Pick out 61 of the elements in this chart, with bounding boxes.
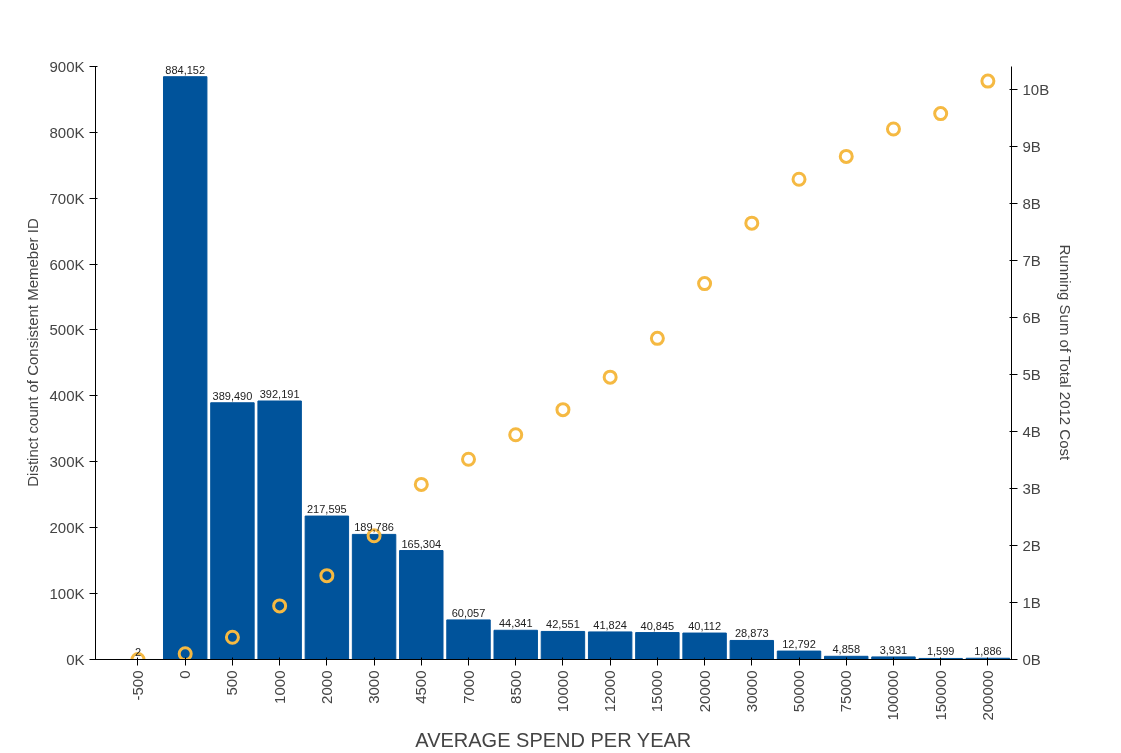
y2-axis-title: Running Sum of Total 2012 Cost — [1057, 244, 1075, 462]
y-tick-label: 0K — [66, 651, 85, 668]
x-tick-label: 2000 — [317, 670, 335, 704]
x-tick-label: 500 — [223, 670, 241, 696]
y2-tick-label: 7B — [1022, 251, 1041, 269]
x-tick-label: 100000 — [884, 670, 902, 721]
data-label: 40,112 — [688, 620, 722, 633]
x-tick-label: 200000 — [978, 670, 996, 721]
data-label: 189,786 — [354, 521, 394, 534]
x-tick-label: 1000 — [270, 670, 288, 704]
data-label: 40,845 — [640, 619, 675, 632]
x-tick-label: 15000 — [648, 670, 666, 713]
y-tick-label: 100K — [49, 585, 85, 603]
data-label: 165,304 — [401, 537, 442, 550]
data-label: 4,858 — [832, 643, 861, 656]
data-label: 60,057 — [451, 606, 486, 619]
y2-tick-label: 8B — [1022, 194, 1041, 212]
y-tick-label: 200K — [49, 519, 85, 537]
y2-tick-label: 9B — [1022, 137, 1041, 155]
x-tick-label: 12000 — [601, 670, 619, 713]
y-tick-label: 800K — [49, 123, 85, 141]
y-tick-label: 600K — [49, 255, 85, 273]
y2-tick-label: 5B — [1022, 365, 1041, 383]
x-tick-label: 30000 — [742, 670, 760, 713]
x-tick-label: 10000 — [553, 670, 571, 713]
data-label: 28,873 — [734, 627, 769, 640]
y2-tick-label: 6B — [1022, 308, 1041, 326]
y-tick-label: 700K — [49, 189, 85, 207]
data-label: 44,341 — [498, 617, 533, 630]
data-label: 1,599 — [926, 645, 955, 658]
x-tick-label: 7000 — [459, 670, 477, 704]
y-tick-label: 300K — [49, 453, 85, 471]
x-tick-label: 8500 — [506, 670, 524, 704]
y2-tick-label: 2B — [1022, 536, 1041, 554]
x-tick-label: 4500 — [412, 670, 430, 704]
x-tick-label: 3000 — [365, 670, 383, 704]
x-tick-label: 150000 — [931, 670, 949, 721]
x-tick-label: 0 — [176, 670, 194, 679]
y2-tick-label: 0B — [1022, 651, 1041, 668]
y-tick-label: 400K — [49, 387, 85, 405]
data-label: 1,886 — [974, 645, 1002, 658]
data-label: 41,824 — [593, 618, 627, 631]
y-tick-label: 500K — [49, 321, 85, 339]
y2-tick-label: 10B — [1022, 80, 1050, 98]
y2-tick-label: 1B — [1022, 593, 1041, 611]
data-label: 217,595 — [306, 503, 347, 516]
y2-tick-label: 3B — [1022, 479, 1041, 497]
data-label: 392,191 — [259, 387, 300, 400]
x-tick-label: 20000 — [695, 670, 713, 713]
data-label: 884,152 — [165, 63, 206, 76]
x-axis-title: AVERAGE SPEND PER YEAR — [415, 728, 692, 751]
x-tick-label: -500 — [128, 670, 146, 701]
y-tick-label: 900K — [49, 57, 85, 75]
x-tick-label: 75000 — [837, 670, 855, 713]
x-tick-label: 50000 — [790, 670, 808, 713]
data-label: 42,551 — [546, 618, 580, 631]
data-label: 12,792 — [782, 638, 816, 651]
data-label: 3,931 — [879, 643, 908, 656]
y2-tick-label: 4B — [1022, 422, 1041, 440]
data-label: 389,490 — [212, 389, 253, 402]
y-axis-title: Distinct count of Consistent Memeber ID — [24, 218, 42, 487]
